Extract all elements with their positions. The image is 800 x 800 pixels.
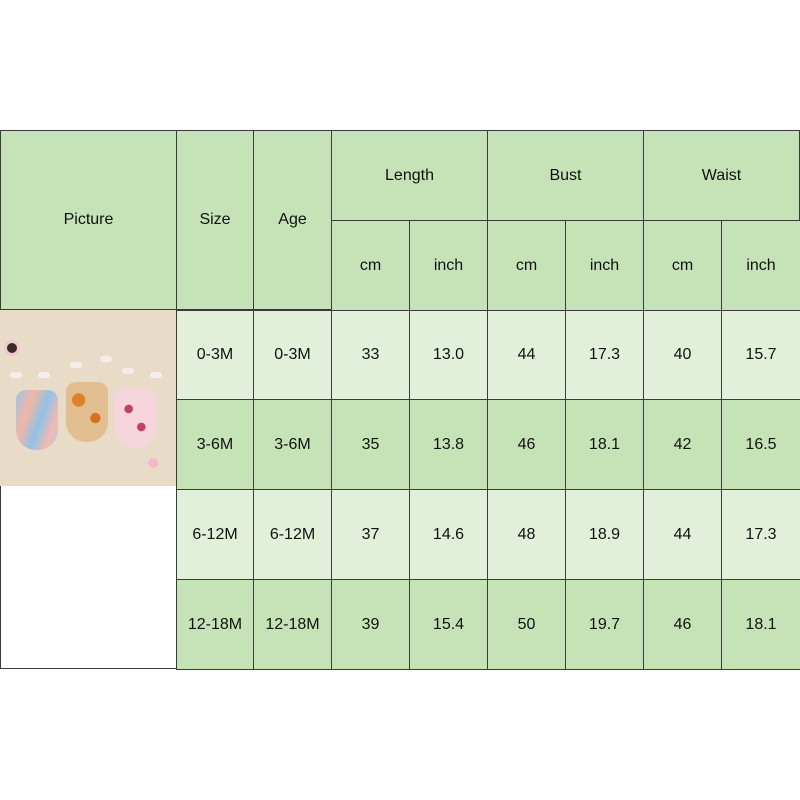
cell-size: 0-3M — [176, 310, 254, 400]
header-waist: Waist — [643, 130, 800, 221]
cell-length-in: 13.8 — [409, 399, 488, 490]
cell-bust-cm: 44 — [487, 310, 566, 400]
cell-waist-in: 15.7 — [721, 310, 800, 400]
romper-butterfly — [114, 388, 156, 448]
cell-bust-in: 18.1 — [565, 399, 644, 490]
subheader-waist-inch: inch — [721, 220, 800, 311]
cell-waist-cm: 46 — [643, 579, 722, 670]
cell-bust-in: 17.3 — [565, 310, 644, 400]
cell-age: 12-18M — [253, 579, 332, 670]
cell-waist-in: 17.3 — [721, 489, 800, 580]
heart-decoration — [148, 458, 158, 468]
subheader-bust-cm: cm — [487, 220, 566, 311]
subheader-waist-cm: cm — [643, 220, 722, 311]
subheader-length-inch: inch — [409, 220, 488, 311]
cell-length-cm: 33 — [331, 310, 410, 400]
cell-waist-cm: 42 — [643, 399, 722, 490]
cell-bust-in: 18.9 — [565, 489, 644, 580]
cell-size: 6-12M — [176, 489, 254, 580]
product-picture — [0, 310, 176, 486]
romper-floral — [66, 382, 108, 442]
subheader-length-cm: cm — [331, 220, 410, 311]
empty-picture-cell — [0, 486, 176, 669]
header-length: Length — [331, 130, 488, 221]
cell-bust-cm: 48 — [487, 489, 566, 580]
cell-bust-cm: 50 — [487, 579, 566, 670]
cell-length-cm: 39 — [331, 579, 410, 670]
cell-bust-cm: 46 — [487, 399, 566, 490]
flower-decoration — [4, 340, 20, 356]
cell-age: 6-12M — [253, 489, 332, 580]
cell-size: 3-6M — [176, 399, 254, 490]
cell-waist-in: 18.1 — [721, 579, 800, 670]
cell-length-cm: 37 — [331, 489, 410, 580]
romper-striped — [16, 390, 58, 450]
header-size: Size — [176, 130, 254, 310]
header-picture: Picture — [0, 130, 177, 310]
cell-length-in: 14.6 — [409, 489, 488, 580]
cell-length-in: 13.0 — [409, 310, 488, 400]
cell-waist-in: 16.5 — [721, 399, 800, 490]
cell-length-cm: 35 — [331, 399, 410, 490]
cell-size: 12-18M — [176, 579, 254, 670]
cell-bust-in: 19.7 — [565, 579, 644, 670]
subheader-bust-inch: inch — [565, 220, 644, 311]
header-bust: Bust — [487, 130, 644, 221]
cell-age: 3-6M — [253, 399, 332, 490]
cell-age: 0-3M — [253, 310, 332, 400]
cell-waist-cm: 40 — [643, 310, 722, 400]
cell-waist-cm: 44 — [643, 489, 722, 580]
header-age: Age — [253, 130, 332, 310]
cell-length-in: 15.4 — [409, 579, 488, 670]
